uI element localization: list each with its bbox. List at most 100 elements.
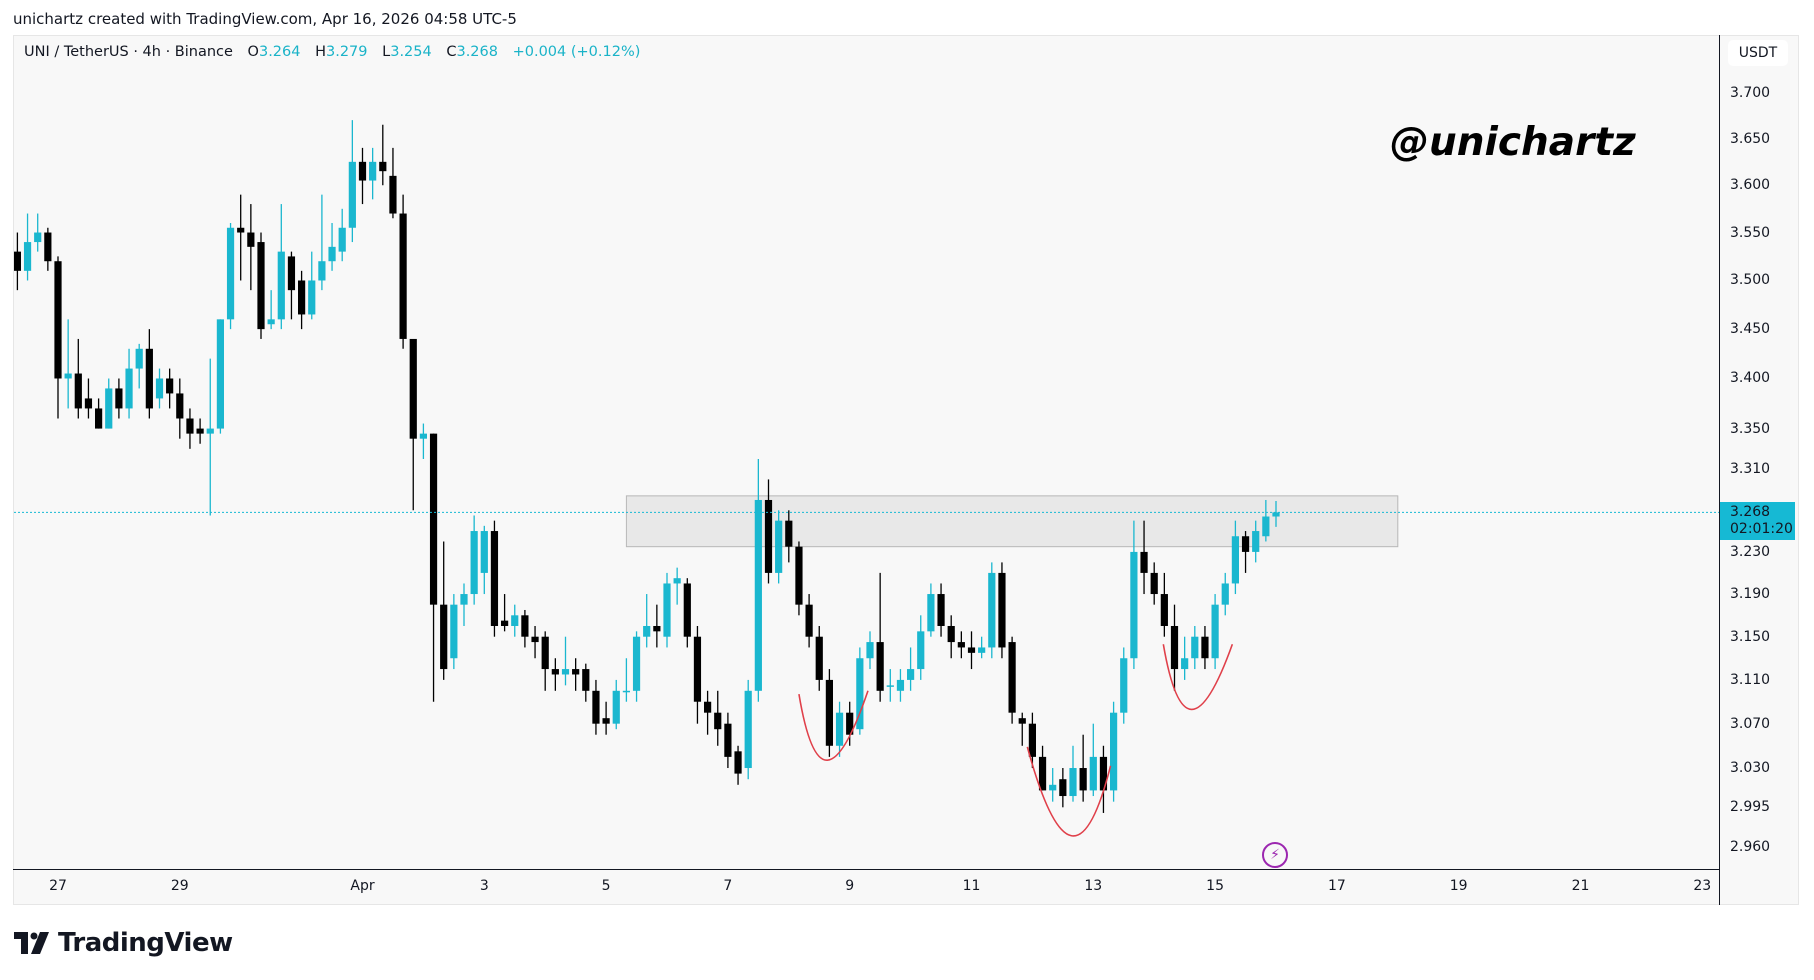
candle-body — [501, 620, 509, 626]
low-label: L — [382, 44, 391, 60]
candle-body — [917, 631, 925, 670]
candle-body — [1089, 756, 1097, 791]
candle-body — [1241, 536, 1250, 552]
candle-body — [846, 712, 854, 735]
candle-body — [1079, 768, 1087, 791]
lightning-icon[interactable]: ⚡ — [1262, 842, 1288, 868]
open-value: 3.264 — [258, 44, 301, 60]
candle-body — [308, 280, 316, 315]
candle — [1231, 520, 1239, 595]
candle — [825, 669, 833, 757]
rounded-bottom-curve[interactable] — [1162, 643, 1234, 710]
candle — [125, 348, 133, 419]
current-price-label: 3.268 02:01:20 — [1720, 502, 1795, 540]
candle-body — [1201, 636, 1209, 659]
candle — [1201, 625, 1209, 670]
chart-credit: unichartz created with TradingView.com, … — [13, 10, 517, 28]
candle — [1028, 712, 1036, 769]
candle — [632, 631, 641, 702]
candle-body — [277, 251, 285, 320]
change-value: +0.004 (+0.12%) — [512, 44, 641, 60]
candle-body — [785, 520, 793, 547]
candle — [1160, 572, 1168, 637]
candle — [1252, 520, 1260, 563]
candle-body — [805, 604, 813, 637]
candle — [907, 647, 915, 691]
candle — [74, 338, 82, 419]
candle-body — [64, 373, 72, 379]
candle-body — [521, 615, 529, 637]
candle-body — [1181, 658, 1189, 670]
time-axis-divider — [13, 869, 1719, 870]
price-tick-label: 3.600 — [1730, 177, 1771, 194]
price-tick-label: 3.230 — [1730, 543, 1771, 560]
candle-body — [440, 604, 448, 670]
currency-button[interactable]: USDT — [1728, 40, 1788, 66]
candle-body — [1221, 583, 1229, 605]
tradingview-logo[interactable]: TradingView — [14, 928, 233, 958]
candle-body — [1252, 531, 1260, 552]
candle — [815, 625, 823, 691]
candle — [440, 541, 448, 680]
candle-body — [622, 690, 630, 693]
rounded-bottom-curve[interactable] — [798, 690, 869, 761]
candle — [379, 124, 387, 186]
price-tick-label: 3.150 — [1730, 628, 1771, 645]
symbol-legend[interactable]: UNI / TetherUS · 4h · Binance O3.264 H3.… — [24, 44, 640, 60]
candle — [1069, 745, 1077, 802]
candle — [551, 658, 559, 691]
candle-body — [115, 388, 123, 409]
time-tick-label: 3 — [479, 878, 489, 894]
candle-body — [1049, 784, 1057, 791]
candle — [693, 625, 702, 724]
candle-body — [632, 636, 641, 691]
time-tick-label: 5 — [601, 878, 611, 894]
candle-body — [1150, 572, 1158, 595]
candle-body — [247, 232, 255, 247]
candle — [419, 423, 427, 459]
candle — [501, 594, 509, 632]
candle-body — [389, 175, 397, 214]
bar-countdown: 02:01:20 — [1730, 521, 1793, 537]
candle-body — [287, 256, 296, 291]
price-tick-label: 3.700 — [1730, 84, 1771, 101]
candle-body — [947, 625, 955, 643]
candle-body — [1160, 594, 1168, 626]
candle — [369, 147, 377, 200]
candle — [957, 631, 965, 659]
candle — [1079, 734, 1087, 802]
candle — [409, 338, 417, 511]
candle-body — [206, 428, 214, 434]
candle — [1150, 562, 1158, 605]
candle — [470, 515, 478, 605]
candle-body — [470, 531, 478, 595]
time-tick-label: 15 — [1206, 878, 1225, 894]
candle — [226, 223, 235, 330]
candle — [328, 223, 336, 271]
candle — [683, 578, 691, 648]
tradingview-logo-icon — [14, 932, 49, 954]
candle-body — [1059, 779, 1067, 797]
candle — [277, 204, 285, 330]
chart-pane[interactable] — [13, 35, 1799, 905]
candle — [835, 701, 844, 757]
candle-body — [328, 246, 336, 262]
candle-body — [226, 227, 235, 320]
price-tick-label: 3.030 — [1730, 760, 1771, 777]
candle — [84, 378, 93, 419]
candle — [1008, 636, 1016, 724]
candle-body — [257, 242, 265, 330]
candle-body — [1272, 512, 1280, 517]
candle — [744, 679, 752, 780]
candle-body — [541, 636, 549, 670]
resistance-zone[interactable] — [625, 495, 1399, 548]
candle — [1089, 723, 1097, 797]
rounded-bottom-curve[interactable] — [1026, 746, 1112, 837]
candle — [196, 418, 204, 444]
candle — [927, 583, 935, 637]
candle — [399, 194, 407, 349]
price-tick-label: 3.550 — [1730, 224, 1771, 241]
candle-body — [105, 388, 113, 429]
candle — [856, 647, 864, 735]
